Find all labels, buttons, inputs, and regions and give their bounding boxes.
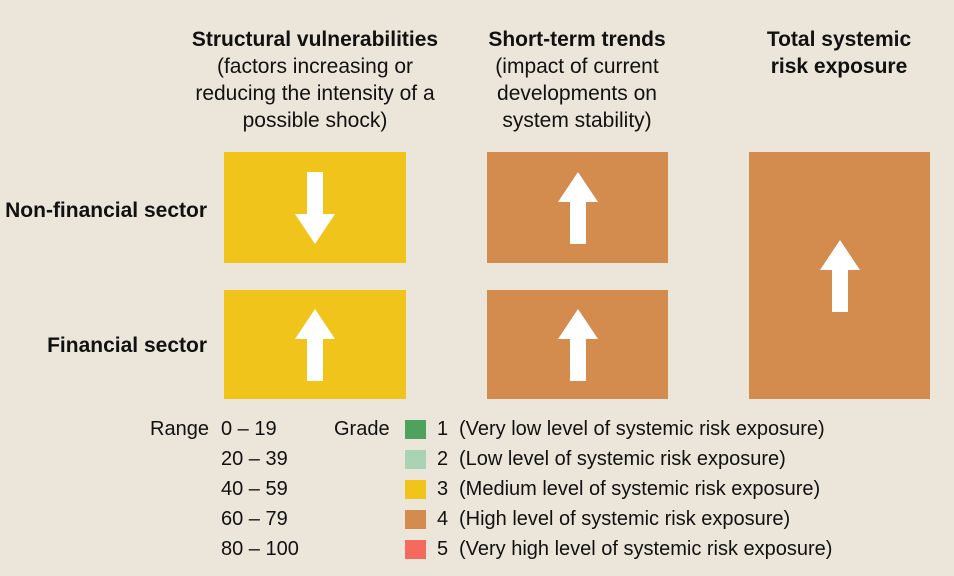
column-title: Structural vulnerabilities [191,28,439,51]
legend-grade-number: 2 [437,448,449,470]
legend-range-value: 60 – 79 [221,508,288,530]
legend-swatch [405,539,426,559]
cell-trends-financial [487,290,668,399]
column-title-line: risk exposure [770,55,908,78]
column-subtitle-line: possible shock) [242,109,388,132]
column-subtitle-line: (impact of current [495,55,659,78]
arrow-up-icon [557,308,598,381]
arrow-down-icon [295,171,335,244]
column-header-short-term-trends: Short-term trends (impact of current dev… [470,26,684,134]
legend-swatch [405,509,426,529]
legend-grade-row: 3 (Medium level of systemic risk exposur… [405,474,832,504]
legend-grade-number: 4 [437,508,449,530]
legend-grade-row: 2 (Low level of systemic risk exposure) [405,444,832,474]
arrow-up-icon [819,239,860,312]
column-subtitle-line: system stability) [502,109,652,132]
legend-range-label: Range [150,418,209,440]
legend-grade-row: 4 (High level of systemic risk exposure) [405,504,832,534]
legend-grade-number: 5 [437,538,449,560]
legend-grade-number: 1 [437,418,449,440]
column-title-line: Total systemic [766,28,912,51]
arrow-up-icon [557,171,598,244]
column-header-total-risk: Total systemic risk exposure [744,26,934,80]
column-subtitle-line: (factors increasing or [216,55,414,78]
column-subtitle-line: reducing the intensity of a [195,82,435,105]
legend-grade-row: 1 (Very low level of systemic risk expos… [405,414,832,444]
legend-grade-text: (Low level of systemic risk exposure) [459,448,786,470]
legend-ranges: 0 – 19 20 – 39 40 – 59 60 – 79 80 – 100 [221,414,299,564]
legend-range-value: 20 – 39 [221,448,288,470]
legend-grade-text: (Very low level of systemic risk exposur… [459,418,825,440]
legend-grade-text: (High level of systemic risk exposure) [459,508,791,530]
cell-trends-non-financial [487,152,668,263]
legend-grade-label: Grade [334,418,390,440]
legend-grade-text: (Very high level of systemic risk exposu… [459,538,833,560]
legend-grade-text: (Medium level of systemic risk exposure) [459,478,821,500]
legend-grade-number: 3 [437,478,449,500]
row-label-non-financial: Non-financial sector [5,199,207,222]
legend-grades: 1 (Very low level of systemic risk expos… [405,414,832,564]
cell-structural-non-financial [224,152,406,263]
column-subtitle-line: developments on [497,82,657,105]
column-header-structural-vulnerabilities: Structural vulnerabilities (factors incr… [186,26,444,134]
row-label-financial: Financial sector [47,334,207,357]
legend-grade-row: 5 (Very high level of systemic risk expo… [405,534,832,564]
cell-total-systemic-risk [749,152,930,399]
cell-structural-financial [224,290,406,399]
arrow-up-icon [295,308,335,381]
column-title: Short-term trends [488,28,666,51]
legend-range-value: 0 – 19 [221,418,277,440]
legend-range-value: 40 – 59 [221,478,288,500]
legend-swatch [405,479,426,499]
legend-swatch [405,449,426,469]
legend-range-value: 80 – 100 [221,538,299,560]
legend-swatch [405,419,426,439]
